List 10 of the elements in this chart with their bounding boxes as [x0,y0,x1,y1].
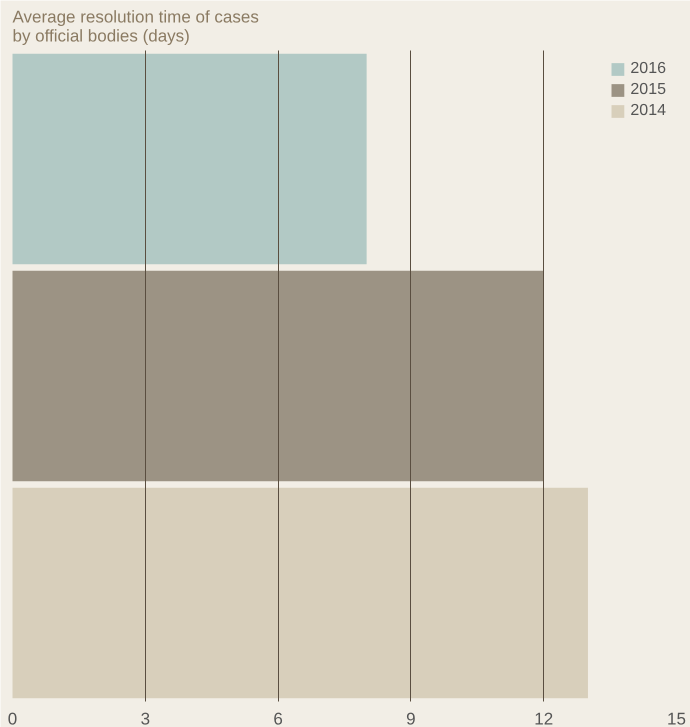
x-tick-label: 0 [8,710,18,727]
x-tick-label: 3 [140,710,150,727]
legend-label: 2016 [630,60,666,78]
chart-title: Average resolution time of cases by official bodies (days) [12,8,259,46]
x-tick-label: 6 [273,710,283,727]
legend-label: 2014 [630,102,666,120]
legend-label: 2015 [630,81,666,99]
x-tick-label: 9 [406,710,416,727]
x-tick-label: 15 [667,710,686,727]
x-tick-label: 12 [534,710,554,727]
